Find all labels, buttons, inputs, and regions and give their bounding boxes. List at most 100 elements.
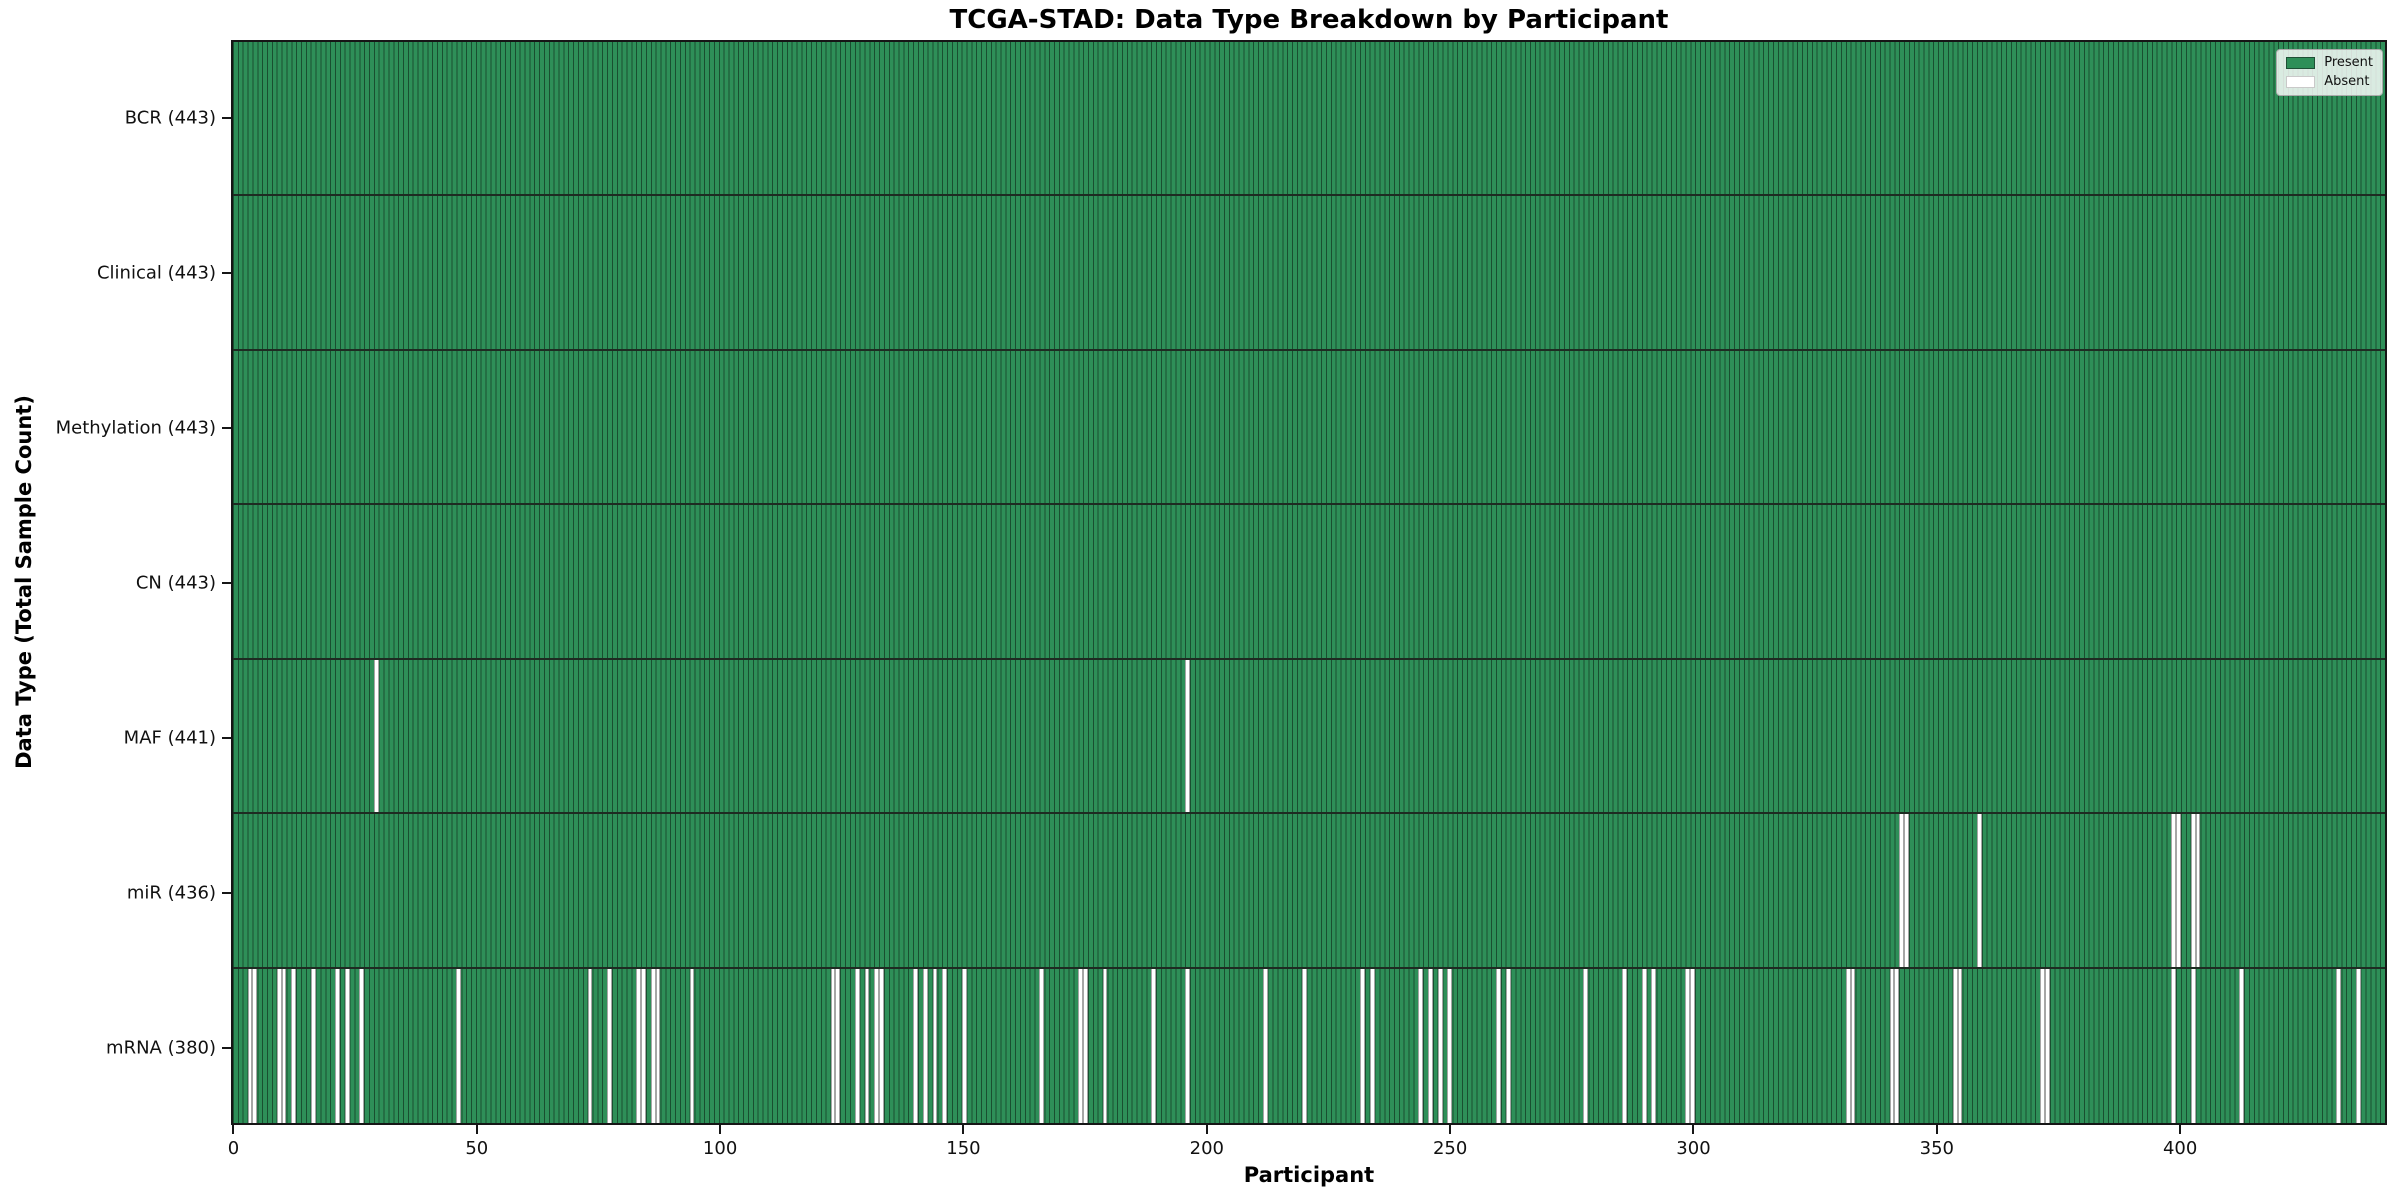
absent-bar <box>1651 968 1657 1123</box>
x-tick <box>719 1125 722 1134</box>
x-tick <box>1205 1125 1208 1134</box>
absent-bar <box>1447 968 1453 1123</box>
absent-bar <box>942 968 948 1123</box>
absent-bar <box>864 968 870 1123</box>
absent-bar <box>1899 814 1905 967</box>
legend: Present Absent <box>2276 49 2383 96</box>
absent-bar <box>650 968 656 1123</box>
absent-bar <box>2355 968 2361 1123</box>
absent-bar <box>1301 968 1307 1123</box>
absent-bar <box>1437 968 1443 1123</box>
absent-bar <box>2044 968 2050 1123</box>
absent-bar <box>2171 814 2177 967</box>
y-tick-label: Clinical (443) <box>96 262 216 283</box>
row-band-cn <box>233 505 2385 660</box>
x-tick-label: 100 <box>702 1138 738 1159</box>
y-tick <box>222 736 231 739</box>
x-tick-label: 200 <box>1189 1138 1224 1159</box>
absent-bar <box>1889 968 1895 1123</box>
absent-bar <box>2336 968 2342 1123</box>
absent-bar <box>1685 968 1691 1123</box>
row-band-clinical <box>233 196 2385 351</box>
y-tick <box>222 426 231 429</box>
absent-swatch <box>2286 76 2316 88</box>
y-tick <box>222 116 231 119</box>
x-tick-label: 350 <box>1919 1138 1954 1159</box>
y-tick-label: CN (443) <box>135 572 216 593</box>
absent-bar <box>1850 968 1856 1123</box>
present-swatch <box>2286 57 2316 69</box>
absent-bar <box>2040 968 2045 1123</box>
absent-bar <box>2190 968 2196 1123</box>
absent-bar <box>1418 968 1424 1123</box>
x-tick-label: 50 <box>465 1138 489 1159</box>
plot-area: Present Absent <box>231 40 2387 1125</box>
row-band-bcr <box>233 42 2385 197</box>
x-tick <box>475 1125 478 1134</box>
absent-bar <box>1952 968 1958 1123</box>
absent-bar <box>1845 968 1851 1123</box>
x-tick <box>1692 1125 1695 1134</box>
x-tick <box>2179 1125 2182 1134</box>
absent-bar <box>2171 968 2177 1123</box>
absent-bar <box>359 968 365 1123</box>
absent-bar <box>1083 968 1088 1123</box>
absent-bar <box>281 968 287 1123</box>
x-tick <box>962 1125 965 1134</box>
absent-bar <box>607 968 612 1123</box>
y-tick <box>222 1046 231 1049</box>
absent-bar <box>373 659 379 813</box>
absent-bar <box>1185 659 1190 813</box>
absent-bar <box>641 968 646 1123</box>
x-tick <box>232 1125 235 1134</box>
absent-bar <box>1185 968 1190 1123</box>
absent-bar <box>835 968 841 1123</box>
absent-bar <box>291 968 297 1123</box>
absent-bar <box>1496 968 1501 1123</box>
y-tick <box>222 271 231 274</box>
legend-item-present: Present <box>2286 56 2373 70</box>
absent-bar <box>456 968 462 1123</box>
absent-bar <box>335 968 340 1123</box>
absent-bar <box>874 968 880 1123</box>
absent-bar <box>854 968 860 1123</box>
absent-bar <box>922 968 928 1123</box>
y-axis: BCR (443) Clinical (443) Methylation (443)… <box>0 40 231 1125</box>
row-band-mir <box>233 814 2385 969</box>
x-tick-label: 150 <box>946 1138 981 1159</box>
x-tick-label: 300 <box>1676 1138 1711 1159</box>
x-tick-label: 250 <box>1432 1138 1468 1159</box>
absent-bar <box>932 968 938 1123</box>
y-tick-label: Methylation (443) <box>55 417 216 438</box>
row-band-maf <box>233 659 2385 815</box>
absent-bar <box>2195 814 2201 967</box>
absent-bar <box>1894 968 1900 1123</box>
x-tick-label: 400 <box>2162 1138 2198 1159</box>
absent-bar <box>1957 968 1963 1123</box>
row-band-methylation <box>233 350 2385 506</box>
absent-bar <box>655 968 661 1123</box>
absent-bar <box>1690 968 1696 1123</box>
absent-bar <box>1583 968 1589 1123</box>
absent-bar <box>276 968 282 1123</box>
absent-bar <box>2239 968 2245 1123</box>
absent-bar <box>1151 968 1156 1123</box>
absent-bar <box>1078 968 1084 1123</box>
absent-bar <box>1622 968 1628 1123</box>
absent-bar <box>1369 968 1375 1123</box>
y-tick-label: BCR (443) <box>124 107 216 128</box>
legend-label-present: Present <box>2324 55 2373 70</box>
absent-bar <box>1641 968 1647 1123</box>
absent-bar <box>636 968 642 1123</box>
x-axis-label: Participant <box>1243 1163 1375 1187</box>
x-tick <box>1449 1125 1452 1134</box>
absent-bar <box>879 968 884 1123</box>
row-band-mrna <box>233 968 2385 1123</box>
legend-item-absent: Absent <box>2286 75 2373 89</box>
y-tick-label: MAF (441) <box>123 727 216 748</box>
absent-bar <box>1428 968 1433 1123</box>
chart-title: TCGA-STAD: Data Type Breakdown by Partic… <box>949 5 1669 35</box>
absent-bar <box>1102 968 1108 1123</box>
absent-bar <box>913 968 918 1123</box>
